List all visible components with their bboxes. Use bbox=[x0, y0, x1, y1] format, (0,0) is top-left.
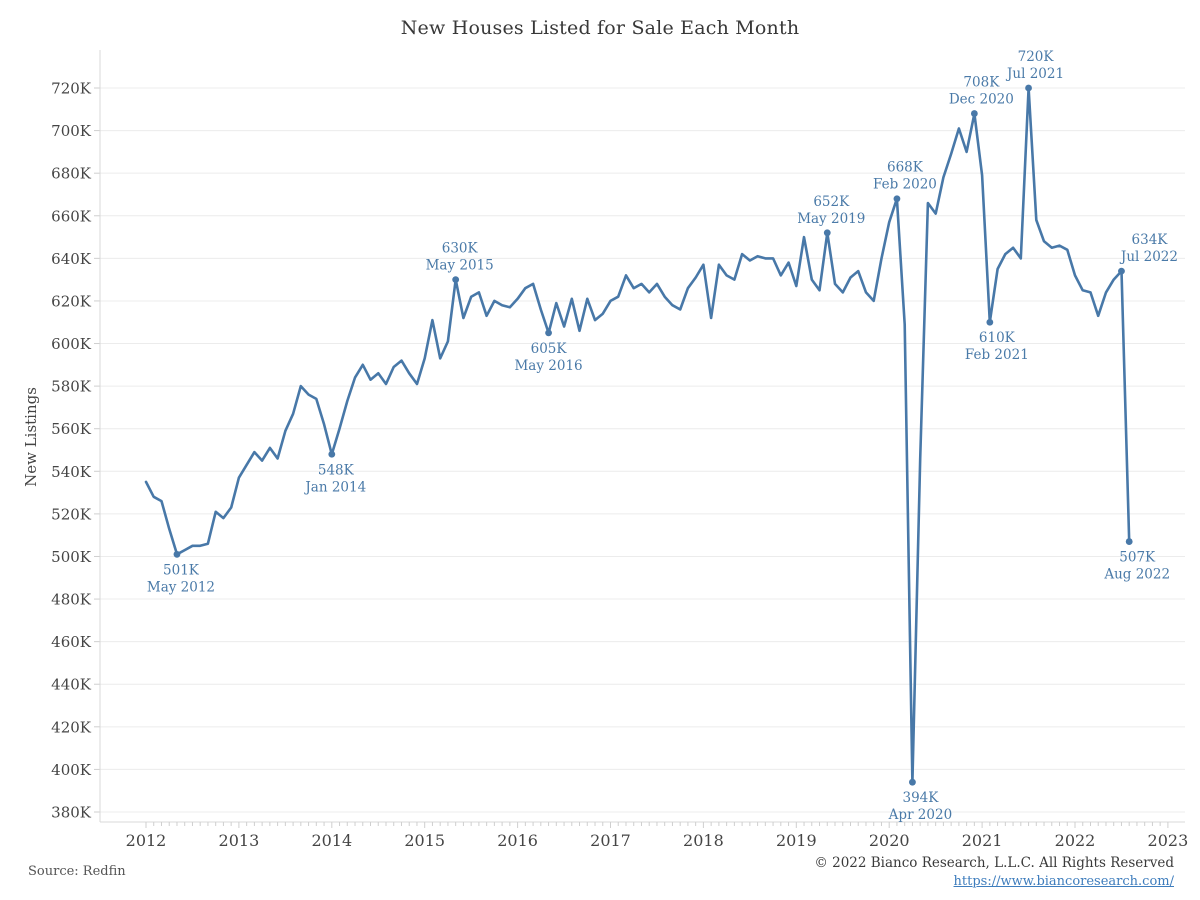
annotation-value-label: 501K bbox=[163, 562, 200, 578]
annotation-value-label: 630K bbox=[442, 241, 479, 257]
y-tick-label: 600K bbox=[51, 335, 92, 353]
y-tick-label: 480K bbox=[51, 591, 92, 609]
annotation-date-label: Jan 2014 bbox=[303, 479, 366, 495]
annotation-value-label: 668K bbox=[887, 160, 924, 176]
annotation-point bbox=[452, 276, 460, 284]
annotation-point bbox=[986, 318, 994, 326]
copyright-block: © 2022 Bianco Research, L.L.C. All Right… bbox=[814, 854, 1174, 891]
annotation-date-label: May 2012 bbox=[147, 579, 215, 595]
x-tick-label: 2020 bbox=[869, 831, 910, 850]
chart-title: New Houses Listed for Sale Each Month bbox=[400, 17, 800, 39]
annotation-date-label: Jul 2022 bbox=[1119, 249, 1178, 265]
annotation-date-label: Jul 2021 bbox=[1005, 66, 1064, 82]
annotation-date-label: Feb 2020 bbox=[873, 177, 937, 193]
annotation-point bbox=[1125, 538, 1133, 545]
x-tick-label: 2021 bbox=[962, 831, 1003, 850]
y-tick-label: 560K bbox=[51, 420, 92, 438]
y-tick-label: 400K bbox=[51, 761, 92, 779]
y-tick-label: 520K bbox=[51, 505, 92, 523]
x-tick-label: 2015 bbox=[404, 831, 445, 850]
annotation-value-label: 394K bbox=[902, 790, 939, 806]
y-tick-label: 580K bbox=[51, 378, 92, 396]
annotation-point bbox=[823, 229, 831, 237]
x-tick-label: 2014 bbox=[311, 831, 352, 850]
annotation-value-label: 652K bbox=[813, 194, 850, 210]
y-tick-label: 700K bbox=[51, 122, 92, 140]
source-label: Source: Redfin bbox=[28, 864, 126, 879]
x-tick-label: 2013 bbox=[219, 831, 260, 850]
annotation-date-label: Dec 2020 bbox=[949, 92, 1014, 108]
y-tick-label: 620K bbox=[51, 292, 92, 310]
y-tick-label: 640K bbox=[51, 250, 92, 268]
annotation-point bbox=[328, 450, 336, 458]
annotation-value-label: 708K bbox=[963, 75, 1000, 91]
x-tick-label: 2017 bbox=[590, 831, 631, 850]
y-tick-label: 680K bbox=[51, 165, 92, 183]
annotation-value-label: 507K bbox=[1119, 550, 1156, 566]
x-tick-label: 2016 bbox=[497, 831, 538, 850]
x-tick-label: 2018 bbox=[683, 831, 724, 850]
annotation-point bbox=[173, 550, 181, 558]
annotation-point bbox=[1025, 84, 1032, 92]
x-tick-label: 2012 bbox=[126, 831, 167, 850]
annotation-value-label: 605K bbox=[531, 341, 568, 357]
chart-line bbox=[144, 86, 1131, 784]
annotation-point bbox=[893, 195, 901, 203]
annotation-point bbox=[1118, 267, 1125, 275]
annotation-value-label: 634K bbox=[1132, 232, 1169, 248]
annotation-value-label: 720K bbox=[1018, 49, 1055, 65]
annotation-date-label: May 2016 bbox=[514, 358, 582, 374]
y-tick-label: 720K bbox=[51, 80, 92, 98]
annotation-point bbox=[909, 778, 916, 786]
y-tick-label: 440K bbox=[51, 676, 92, 694]
annotation-date-label: May 2019 bbox=[797, 211, 865, 227]
copyright-label: © 2022 Bianco Research, L.L.C. All Right… bbox=[814, 855, 1174, 871]
y-tick-label: 540K bbox=[51, 463, 92, 481]
annotation-date-label: Feb 2021 bbox=[965, 347, 1029, 363]
annotation-date-label: May 2015 bbox=[426, 258, 494, 274]
y-tick-label: 460K bbox=[51, 633, 92, 651]
annotation-date-label: Apr 2020 bbox=[888, 807, 953, 823]
y-tick-label: 660K bbox=[51, 207, 92, 225]
x-tick-label: 2023 bbox=[1148, 831, 1189, 850]
x-tick-label: 2019 bbox=[776, 831, 817, 850]
x-tick-label: 2022 bbox=[1055, 831, 1096, 850]
y-tick-label: 380K bbox=[51, 804, 92, 822]
y-tick-label: 420K bbox=[51, 718, 92, 736]
annotation-point bbox=[545, 329, 552, 337]
y-tick-label: 500K bbox=[51, 548, 92, 566]
annotation-value-label: 610K bbox=[979, 330, 1016, 346]
website-link[interactable]: https://www.biancoresearch.com/ bbox=[953, 874, 1174, 889]
annotation-value-label: 548K bbox=[318, 462, 355, 478]
annotation-point bbox=[970, 110, 978, 117]
annotation-date-label: Aug 2022 bbox=[1103, 567, 1170, 583]
